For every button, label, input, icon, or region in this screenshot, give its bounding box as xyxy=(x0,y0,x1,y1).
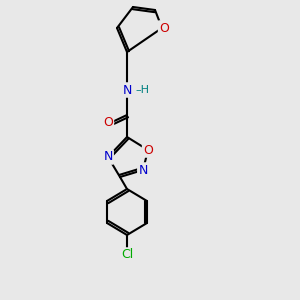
Text: N: N xyxy=(103,151,113,164)
Text: O: O xyxy=(103,116,113,130)
Text: N: N xyxy=(138,164,148,176)
Text: –H: –H xyxy=(135,85,149,95)
Text: N: N xyxy=(122,83,132,97)
Text: O: O xyxy=(159,22,169,34)
Text: O: O xyxy=(143,143,153,157)
Text: Cl: Cl xyxy=(121,248,133,262)
